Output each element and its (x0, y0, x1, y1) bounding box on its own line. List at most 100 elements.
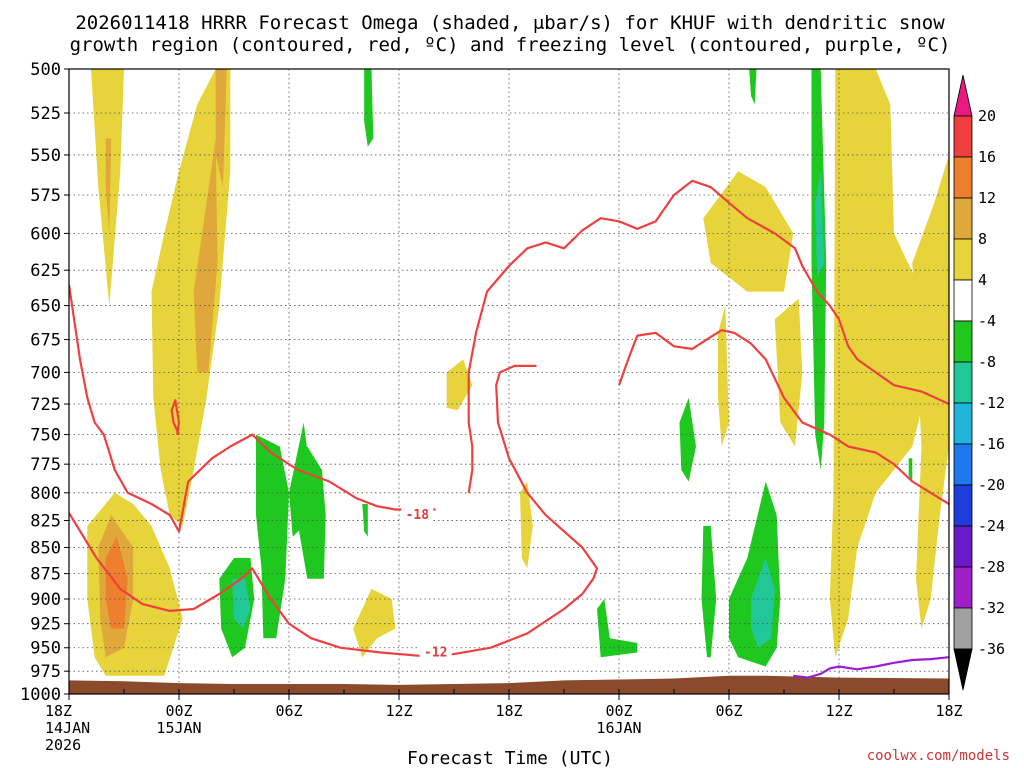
colorbar-segment-6 (953, 320, 973, 363)
omega-region-down-weak-24 (362, 504, 368, 537)
x-tick-label-1-1: 15JAN (156, 719, 201, 737)
omega-region-up-weak-13 (774, 298, 803, 447)
y-tick-label-700: 700 (30, 363, 61, 383)
dgz-contour-line-2 (69, 364, 599, 659)
dgz-contour-line-1 (170, 399, 181, 436)
colorbar-label-8: -16 (978, 435, 1005, 453)
x-tick-label-6-0: 06Z (715, 702, 742, 720)
x-tick-label-5-0: 00Z (605, 702, 632, 720)
colorbar-label-0: 20 (978, 107, 996, 125)
dgz-contour-line-0 (69, 284, 436, 533)
x-tick-label-0-1: 14JAN (45, 719, 90, 737)
colorbar-label-7: -12 (978, 394, 1005, 412)
colorbar-segment-2 (953, 156, 973, 199)
colorbar-segment-11 (953, 525, 973, 568)
colorbar-label-11: -28 (978, 558, 1005, 576)
colorbar-label-3: 8 (978, 230, 987, 248)
y-tick-label-950: 950 (30, 639, 61, 659)
colorbar: 20 16 12 8 4 -4 -8 -12 -16 -20 -24 -28 -32 -36 (953, 74, 1005, 691)
omega-region-up-mod-3 (193, 138, 218, 373)
dgz-contour-line-4 (617, 329, 949, 505)
colorbar-segment-4 (953, 238, 973, 281)
omega-region-down-weak-21 (289, 422, 313, 537)
colorbar-segment-12 (953, 566, 973, 609)
colorbar-segment-5 (953, 279, 973, 322)
y-tick-label-750: 750 (30, 426, 61, 446)
y-tick-label-650: 650 (30, 297, 61, 317)
y-tick-label-550: 550 (30, 146, 61, 166)
colorbar-label-4: 4 (978, 271, 987, 289)
contour-labels: -18 -12 (401, 506, 452, 660)
colorbar-label-10: -24 (978, 517, 1005, 535)
omega-region-up-mod-1 (105, 138, 112, 234)
freezing-line (793, 656, 949, 679)
x-tick-label-0-2: 2026 (45, 736, 81, 754)
colorbar-bottom-arrow (953, 648, 973, 691)
y-tick-label-525: 525 (30, 104, 61, 124)
y-tick-label-725: 725 (30, 395, 61, 415)
dgz-contours (69, 179, 949, 659)
colorbar-segment-8 (953, 402, 973, 445)
y-tick-label-800: 800 (30, 484, 61, 504)
x-tick-label-1-0: 00Z (165, 702, 192, 720)
colorbar-label-2: 12 (978, 189, 996, 207)
y-tick-label-975: 975 (30, 662, 61, 682)
chart-title-line-2: growth region (contoured, red, ºC) and f… (70, 34, 951, 56)
y-tick-label-625: 625 (30, 261, 61, 281)
contour-label-bg-0 (401, 506, 434, 523)
omega-region-up-weak-16 (912, 154, 949, 629)
plot-area: -18 -12 (68, 68, 950, 695)
omega-shading (87, 69, 949, 676)
omega-region-down-weak-27 (701, 526, 717, 658)
omega-region-up-weak-10 (520, 481, 533, 569)
contour-label-0: -18 (406, 508, 430, 523)
chart-title-line-1: 2026011418 HRRR Forecast Omega (shaded, … (75, 12, 945, 34)
colorbar-label-9: -20 (978, 476, 1005, 494)
y-tick-label-875: 875 (30, 565, 61, 585)
x-tick-label-3-0: 12Z (385, 702, 412, 720)
colorbar-segment-3 (953, 197, 973, 240)
colorbar-label-5: -4 (978, 312, 996, 330)
colorbar-label-1: 16 (978, 148, 996, 166)
colorbar-segment-13 (953, 607, 973, 650)
y-tick-label-575: 575 (30, 186, 61, 206)
y-tick-label-900: 900 (30, 590, 61, 610)
x-axis-label: Forecast Time (UTC) (407, 748, 613, 768)
freezing-level-contour (793, 656, 949, 679)
y-axis-ticks: 500 525 550 575 600 625 650 675 700 725 750 775 800 8… (20, 60, 69, 705)
x-tick-label-4-0: 18Z (495, 702, 522, 720)
x-tick-label-7-0: 12Z (825, 702, 852, 720)
omega-region-up-weak-14 (718, 305, 729, 447)
contour-label-2: -12 (424, 645, 447, 660)
colorbar-label-13: -36 (978, 640, 1005, 658)
omega-region-up-weak-15 (829, 69, 931, 658)
x-tick-label-2-0: 06Z (275, 702, 302, 720)
omega-region-up-weak-11 (353, 588, 396, 658)
y-tick-label-500: 500 (30, 60, 61, 80)
omega-region-down-mod-31 (815, 171, 825, 278)
omega-region-up-mod-4 (215, 69, 227, 188)
y-tick-label-925: 925 (30, 615, 61, 635)
colorbar-segment-10 (953, 484, 973, 527)
x-tick-label-0-0: 18Z (45, 702, 72, 720)
colorbar-label-12: -32 (978, 599, 1005, 617)
y-tick-label-825: 825 (30, 512, 61, 532)
omega-region-down-mod-23 (232, 578, 251, 629)
omega-region-down-weak-18 (749, 69, 757, 105)
colorbar-segment-9 (953, 443, 973, 486)
colorbar-segment-1 (953, 115, 973, 158)
omega-region-down-weak-26 (679, 397, 696, 482)
y-tick-label-600: 600 (30, 224, 61, 244)
y-tick-label-850: 850 (30, 538, 61, 558)
y-tick-label-1000: 1000 (20, 685, 61, 705)
y-tick-label-775: 775 (30, 455, 61, 475)
y-tick-label-675: 675 (30, 331, 61, 351)
x-tick-label-8-0: 18Z (935, 702, 962, 720)
omega-region-down-weak-25 (597, 599, 638, 658)
colorbar-segment-7 (953, 361, 973, 404)
omega-region-down-weak-17 (364, 69, 374, 147)
contour-label-bg-2 (419, 643, 452, 660)
colorbar-label-6: -8 (978, 353, 996, 371)
